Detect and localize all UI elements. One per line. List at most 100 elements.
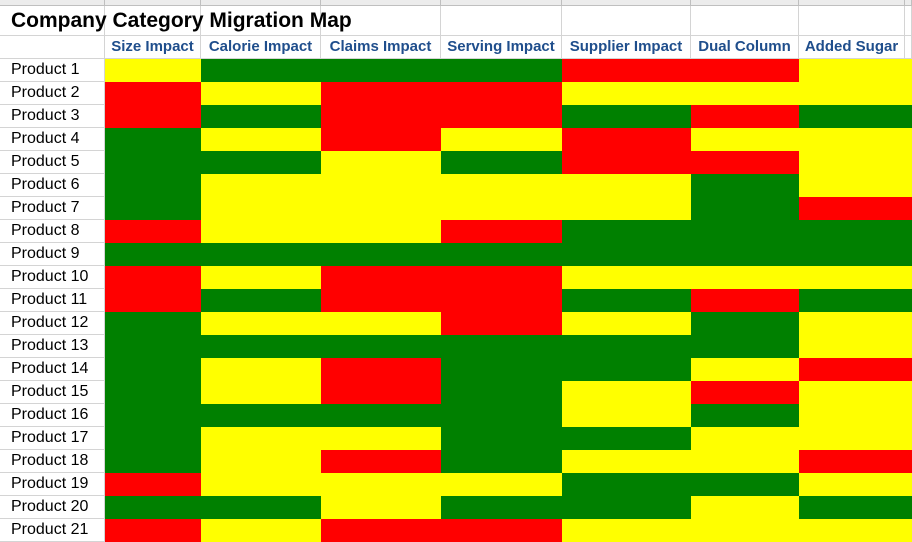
rating-cell[interactable] [201, 82, 321, 105]
rating-cell[interactable] [691, 289, 799, 312]
rating-cell[interactable] [105, 427, 201, 450]
rating-cell-partial[interactable] [905, 335, 912, 358]
rating-cell[interactable] [105, 381, 201, 404]
rating-cell[interactable] [201, 151, 321, 174]
rating-cell[interactable] [799, 59, 905, 82]
rating-cell[interactable] [105, 289, 201, 312]
rating-cell[interactable] [691, 151, 799, 174]
rating-cell[interactable] [321, 473, 441, 496]
rating-cell[interactable] [201, 220, 321, 243]
rating-cell[interactable] [105, 59, 201, 82]
rating-cell[interactable] [562, 427, 691, 450]
rating-cell[interactable] [321, 105, 441, 128]
rating-cell[interactable] [562, 312, 691, 335]
rating-cell[interactable] [441, 151, 562, 174]
rating-cell[interactable] [691, 496, 799, 519]
rating-cell[interactable] [799, 82, 905, 105]
rating-cell[interactable] [105, 220, 201, 243]
rating-cell[interactable] [321, 197, 441, 220]
rating-cell[interactable] [562, 59, 691, 82]
rating-cell[interactable] [201, 197, 321, 220]
rating-cell-partial[interactable] [905, 312, 912, 335]
column-header[interactable] [321, 0, 441, 6]
rating-cell[interactable] [105, 473, 201, 496]
rating-cell-partial[interactable] [905, 105, 912, 128]
title-row-cell[interactable] [441, 6, 562, 36]
rating-cell[interactable] [799, 289, 905, 312]
rating-cell[interactable] [562, 381, 691, 404]
rating-cell[interactable] [691, 473, 799, 496]
column-header[interactable] [105, 0, 201, 6]
product-label[interactable]: Product 10 [0, 266, 105, 289]
rating-cell[interactable] [799, 220, 905, 243]
rating-cell[interactable] [691, 220, 799, 243]
rating-cell[interactable] [441, 289, 562, 312]
rating-cell[interactable] [799, 427, 905, 450]
rating-cell-partial[interactable] [905, 59, 912, 82]
rating-cell[interactable] [321, 427, 441, 450]
rating-cell[interactable] [562, 266, 691, 289]
header-corner-cell[interactable] [0, 36, 105, 59]
rating-cell[interactable] [562, 197, 691, 220]
rating-cell[interactable] [799, 450, 905, 473]
rating-cell[interactable] [105, 151, 201, 174]
rating-cell[interactable] [441, 59, 562, 82]
product-label[interactable]: Product 9 [0, 243, 105, 266]
rating-cell[interactable] [799, 381, 905, 404]
rating-cell[interactable] [562, 358, 691, 381]
rating-cell-partial[interactable] [905, 220, 912, 243]
rating-cell[interactable] [441, 197, 562, 220]
rating-cell[interactable] [321, 59, 441, 82]
rating-cell[interactable] [321, 266, 441, 289]
rating-cell[interactable] [441, 105, 562, 128]
rating-cell[interactable] [321, 82, 441, 105]
rating-cell[interactable] [321, 358, 441, 381]
rating-cell[interactable] [799, 335, 905, 358]
rating-cell[interactable] [441, 335, 562, 358]
product-label[interactable]: Product 8 [0, 220, 105, 243]
product-label[interactable]: Product 12 [0, 312, 105, 335]
rating-cell[interactable] [799, 197, 905, 220]
rating-cell[interactable] [562, 473, 691, 496]
rating-cell-partial[interactable] [905, 289, 912, 312]
rating-cell[interactable] [105, 519, 201, 542]
title-row-cell[interactable] [321, 6, 441, 36]
rating-cell[interactable] [201, 335, 321, 358]
rating-cell-partial[interactable] [905, 266, 912, 289]
rating-cell[interactable] [321, 128, 441, 151]
rating-cell[interactable] [691, 335, 799, 358]
rating-cell[interactable] [562, 174, 691, 197]
column-header[interactable] [562, 0, 691, 6]
column-header[interactable] [0, 0, 105, 6]
rating-cell[interactable] [691, 427, 799, 450]
product-label[interactable]: Product 11 [0, 289, 105, 312]
rating-cell[interactable] [691, 105, 799, 128]
rating-cell[interactable] [691, 59, 799, 82]
product-label[interactable]: Product 4 [0, 128, 105, 151]
rating-cell[interactable] [105, 358, 201, 381]
product-label[interactable]: Product 6 [0, 174, 105, 197]
product-label[interactable]: Product 5 [0, 151, 105, 174]
rating-cell[interactable] [201, 427, 321, 450]
rating-cell[interactable] [201, 381, 321, 404]
rating-cell[interactable] [799, 473, 905, 496]
rating-cell[interactable] [321, 519, 441, 542]
column-label[interactable]: Added Sugar [799, 36, 905, 59]
rating-cell[interactable] [441, 243, 562, 266]
rating-cell[interactable] [321, 151, 441, 174]
rating-cell[interactable] [562, 82, 691, 105]
rating-cell[interactable] [201, 519, 321, 542]
rating-cell[interactable] [691, 312, 799, 335]
product-label[interactable]: Product 2 [0, 82, 105, 105]
rating-cell[interactable] [799, 151, 905, 174]
rating-cell[interactable] [201, 128, 321, 151]
rating-cell-partial[interactable] [905, 473, 912, 496]
product-label[interactable]: Product 16 [0, 404, 105, 427]
rating-cell[interactable] [799, 519, 905, 542]
rating-cell-partial[interactable] [905, 243, 912, 266]
product-label[interactable]: Product 21 [0, 519, 105, 542]
rating-cell[interactable] [441, 427, 562, 450]
rating-cell[interactable] [562, 243, 691, 266]
rating-cell[interactable] [321, 450, 441, 473]
